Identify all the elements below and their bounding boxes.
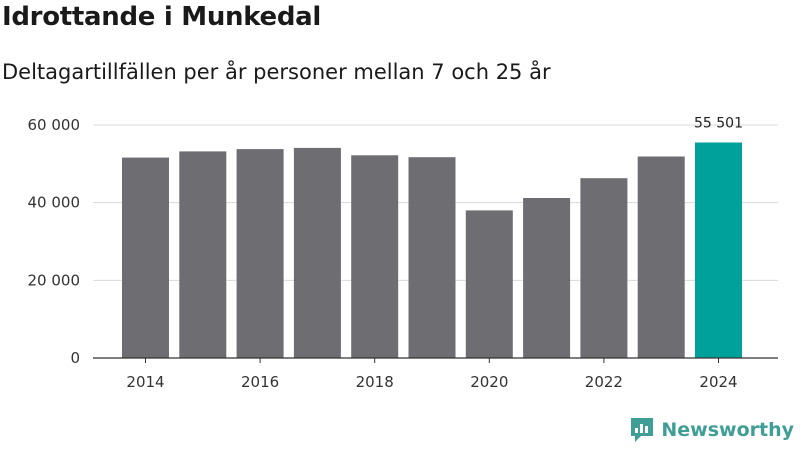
chart-subtitle: Deltagartillfällen per år personer mella… bbox=[2, 60, 551, 84]
x-tick-label: 2022 bbox=[585, 373, 623, 391]
bar-2016 bbox=[236, 149, 284, 358]
bar-2021 bbox=[523, 198, 571, 358]
bar-2017 bbox=[293, 147, 341, 358]
y-tick-label: 20 000 bbox=[28, 271, 81, 289]
bar-2023 bbox=[637, 156, 685, 358]
newsworthy-logo-icon bbox=[631, 418, 654, 442]
chart-title: Idrottande i Munkedal bbox=[2, 2, 322, 32]
y-tick-label: 60 000 bbox=[28, 116, 81, 134]
data-label: 55 501 bbox=[694, 115, 743, 131]
brand-name: Newsworthy bbox=[661, 419, 794, 441]
bar-2019 bbox=[408, 157, 456, 358]
y-tick-label: 40 000 bbox=[28, 194, 81, 212]
x-tick-label: 2020 bbox=[470, 373, 508, 391]
x-tick-label: 2018 bbox=[356, 373, 394, 391]
bar-2014 bbox=[122, 157, 169, 358]
x-tick-label: 2014 bbox=[126, 373, 164, 391]
bar-2020 bbox=[465, 210, 513, 358]
x-tick-label: 2024 bbox=[699, 373, 737, 391]
brand-logo: Newsworthy bbox=[629, 416, 794, 444]
y-tick-label: 0 bbox=[70, 349, 80, 367]
bar-2018 bbox=[351, 155, 399, 358]
x-tick-label: 2016 bbox=[241, 373, 279, 391]
bar-2015 bbox=[179, 151, 227, 358]
bar-2022 bbox=[580, 178, 628, 358]
bar-2024 bbox=[695, 142, 742, 358]
